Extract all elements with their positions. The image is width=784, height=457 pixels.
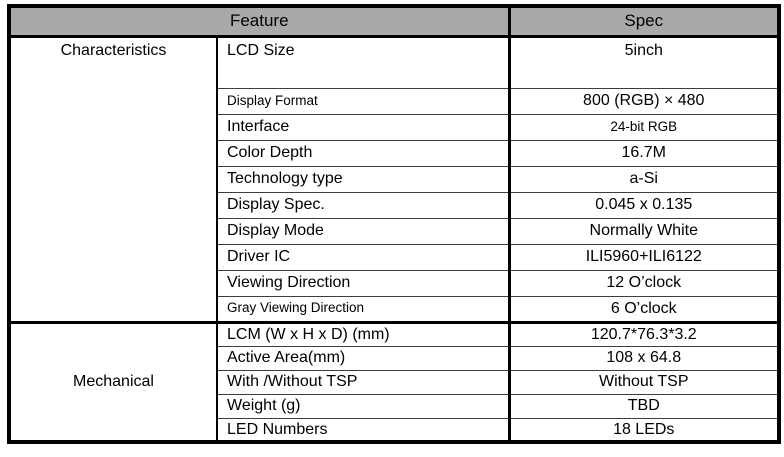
spec-cell: 800 (RGB) × 480: [507, 87, 781, 115]
feature-cell: With /Without TSP: [216, 369, 510, 395]
feature-cell: Driver IC: [216, 243, 510, 271]
spec-cell: a-Si: [507, 165, 781, 193]
spec-cell: 108 x 64.8: [507, 345, 781, 371]
spec-cell: TBD: [507, 393, 781, 419]
table-row: Gray Viewing Direction 6 O’clock: [9, 295, 781, 324]
feature-cell: Display Format: [216, 87, 510, 115]
feature-cell: Interface: [216, 113, 510, 141]
table-header-row: Feature Spec: [8, 4, 781, 38]
feature-cell: Color Depth: [216, 139, 510, 167]
header-feature: Feature: [8, 4, 510, 38]
spec-cell: 12 O’clock: [507, 269, 781, 297]
feature-cell: Weight (g): [216, 393, 510, 419]
table-row: Display Spec. 0.045 x 0.135: [9, 191, 781, 219]
feature-cell: LCD Size: [216, 35, 510, 89]
spec-cell: 16.7M: [507, 139, 781, 167]
feature-cell: Display Spec.: [216, 191, 510, 219]
spec-cell: Normally White: [507, 217, 781, 245]
feature-cell: Display Mode: [216, 217, 510, 245]
spec-cell: Without TSP: [507, 369, 781, 395]
spec-cell: 120.7*76.3*3.2: [507, 320, 781, 347]
table-row: Characteristics LCD Size 5inch: [7, 35, 781, 323]
group-cell-characteristics: Characteristics: [7, 35, 218, 323]
table-row: Display Mode Normally White: [9, 217, 781, 245]
feature-cell: Viewing Direction: [216, 269, 510, 297]
spec-cell: 6 O’clock: [507, 295, 781, 324]
table-row: Technology type a-Si: [9, 165, 781, 193]
spec-table: Feature Spec Characteristics LCD Size 5i…: [7, 4, 781, 444]
feature-cell: Active Area(mm): [216, 345, 510, 371]
table-row: Display Format 800 (RGB) × 480: [9, 87, 781, 115]
spec-cell: ILI5960+ILI6122: [507, 243, 781, 271]
spec-cell: 24-bit RGB: [507, 113, 781, 141]
spec-cell: 0.045 x 0.135: [507, 191, 781, 219]
table-row: Weight (g) TBD: [9, 393, 781, 419]
table-row: Mechanical LCM (W x H x D) (mm) 120.7*76…: [7, 320, 781, 443]
header-spec: Spec: [507, 4, 781, 38]
table-row: LED Numbers 18 LEDs: [9, 417, 781, 444]
feature-cell: Gray Viewing Direction: [216, 295, 510, 324]
table-row: Driver IC ILI5960+ILI6122: [9, 243, 781, 271]
feature-cell: Technology type: [216, 165, 510, 193]
table-row: Color Depth 16.7M: [9, 139, 781, 167]
table-row: Interface 24-bit RGB: [9, 113, 781, 141]
feature-cell: LCM (W x H x D) (mm): [216, 320, 510, 347]
feature-cell: LED Numbers: [216, 417, 510, 444]
group-cell-mechanical: Mechanical: [7, 320, 218, 443]
spec-cell: 5inch: [507, 35, 781, 89]
table-row: Viewing Direction 12 O’clock: [9, 269, 781, 297]
spec-cell: 18 LEDs: [507, 417, 781, 444]
